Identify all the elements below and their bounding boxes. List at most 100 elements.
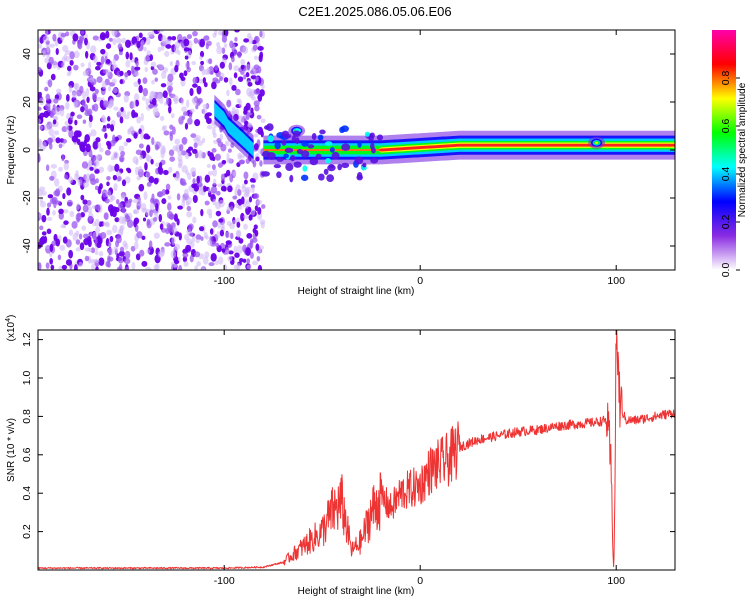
noise-speckle [92, 231, 97, 241]
noise-speckle [237, 76, 244, 82]
noise-speckle [191, 97, 198, 104]
noise-speckle [135, 149, 142, 155]
noise-speckle [233, 72, 238, 79]
noise-speckle [254, 80, 261, 86]
noise-speckle [39, 112, 46, 118]
noise-speckle [107, 85, 112, 92]
noise-speckle [160, 45, 165, 51]
noise-speckle [96, 242, 102, 249]
noise-speckle [207, 188, 212, 194]
noise-speckle [221, 47, 226, 54]
noise-speckle [133, 209, 138, 215]
noise-speckle [127, 127, 134, 134]
noise-speckle [198, 226, 205, 232]
noise-speckle [154, 144, 159, 151]
noise-speckle [69, 51, 75, 60]
transition-spot [354, 156, 364, 165]
noise-speckle [99, 183, 103, 190]
noise-speckle [234, 30, 240, 33]
snr-y-multiplier: (x104) [5, 315, 17, 342]
noise-speckle [157, 166, 162, 173]
noise-speckle [192, 178, 196, 185]
noise-speckle [253, 133, 259, 138]
noise-speckle [141, 235, 146, 240]
transition-spot [307, 144, 315, 149]
noise-speckle [155, 202, 159, 212]
noise-speckle [107, 116, 111, 122]
noise-speckle [201, 266, 206, 270]
noise-speckle [250, 75, 257, 80]
noise-speckle [150, 158, 154, 165]
noise-speckle [45, 93, 51, 101]
noise-speckle [151, 193, 155, 203]
noise-speckle [38, 106, 42, 111]
noise-speckle [227, 185, 233, 193]
noise-speckle [83, 238, 90, 246]
noise-speckle [192, 216, 197, 224]
noise-speckle [65, 93, 70, 102]
noise-speckle [211, 148, 217, 153]
noise-speckle [144, 162, 148, 171]
noise-speckle [183, 38, 190, 47]
noise-speckle [59, 108, 65, 117]
noise-speckle [161, 35, 167, 44]
noise-speckle [253, 55, 258, 61]
noise-speckle [250, 95, 256, 101]
noise-speckle [208, 262, 215, 267]
noise-speckle [145, 171, 151, 178]
noise-speckle [73, 50, 80, 59]
noise-speckle [111, 209, 117, 218]
noise-speckle [124, 72, 129, 78]
noise-speckle [107, 247, 114, 256]
noise-speckle [244, 120, 249, 126]
noise-speckle [118, 145, 125, 152]
noise-speckle [161, 198, 167, 205]
noise-speckle [148, 104, 154, 109]
noise-speckle [82, 181, 90, 188]
noise-speckle [223, 43, 228, 48]
y-tick-label: 0.6 [21, 447, 33, 462]
noise-speckle [134, 71, 140, 77]
noise-speckle [167, 195, 172, 200]
noise-speckle [118, 51, 123, 56]
noise-speckle [221, 248, 226, 253]
noise-speckle [191, 61, 197, 66]
noise-speckle [214, 260, 219, 266]
noise-speckle [85, 143, 91, 153]
snr-y-axis-label: SNR (10 * v/v) [6, 418, 17, 482]
noise-speckle [162, 90, 168, 99]
noise-speckle [219, 76, 223, 82]
noise-speckle [99, 99, 104, 109]
noise-speckle [92, 141, 99, 150]
noise-speckle [223, 77, 229, 83]
noise-speckle [50, 163, 58, 169]
noise-speckle [226, 206, 231, 212]
noise-speckle [240, 212, 245, 222]
transition-spot [324, 158, 332, 164]
noise-speckle [212, 178, 217, 186]
noise-speckle [115, 240, 120, 248]
noise-speckle [79, 176, 83, 186]
noise-speckle [96, 76, 103, 83]
noise-speckle [195, 234, 202, 240]
noise-speckle [201, 67, 206, 76]
noise-speckle [168, 149, 175, 157]
noise-speckle [191, 148, 198, 154]
noise-speckle [170, 250, 177, 259]
noise-speckle [260, 118, 266, 124]
colorbar-gradient [712, 30, 736, 270]
noise-speckle [59, 245, 66, 251]
noise-speckle [148, 240, 153, 249]
noise-speckle [103, 212, 109, 220]
chart-title: C2E1.2025.086.05.06.E06 [298, 4, 451, 19]
noise-speckle [128, 198, 133, 203]
noise-speckle [136, 205, 140, 210]
noise-speckle [69, 210, 75, 218]
noise-speckle [146, 50, 151, 57]
noise-speckle [124, 176, 131, 184]
noise-speckle [249, 251, 254, 259]
noise-speckle [211, 81, 217, 90]
noise-speckle [58, 166, 63, 172]
noise-speckle [114, 163, 120, 172]
noise-speckle [168, 81, 174, 86]
